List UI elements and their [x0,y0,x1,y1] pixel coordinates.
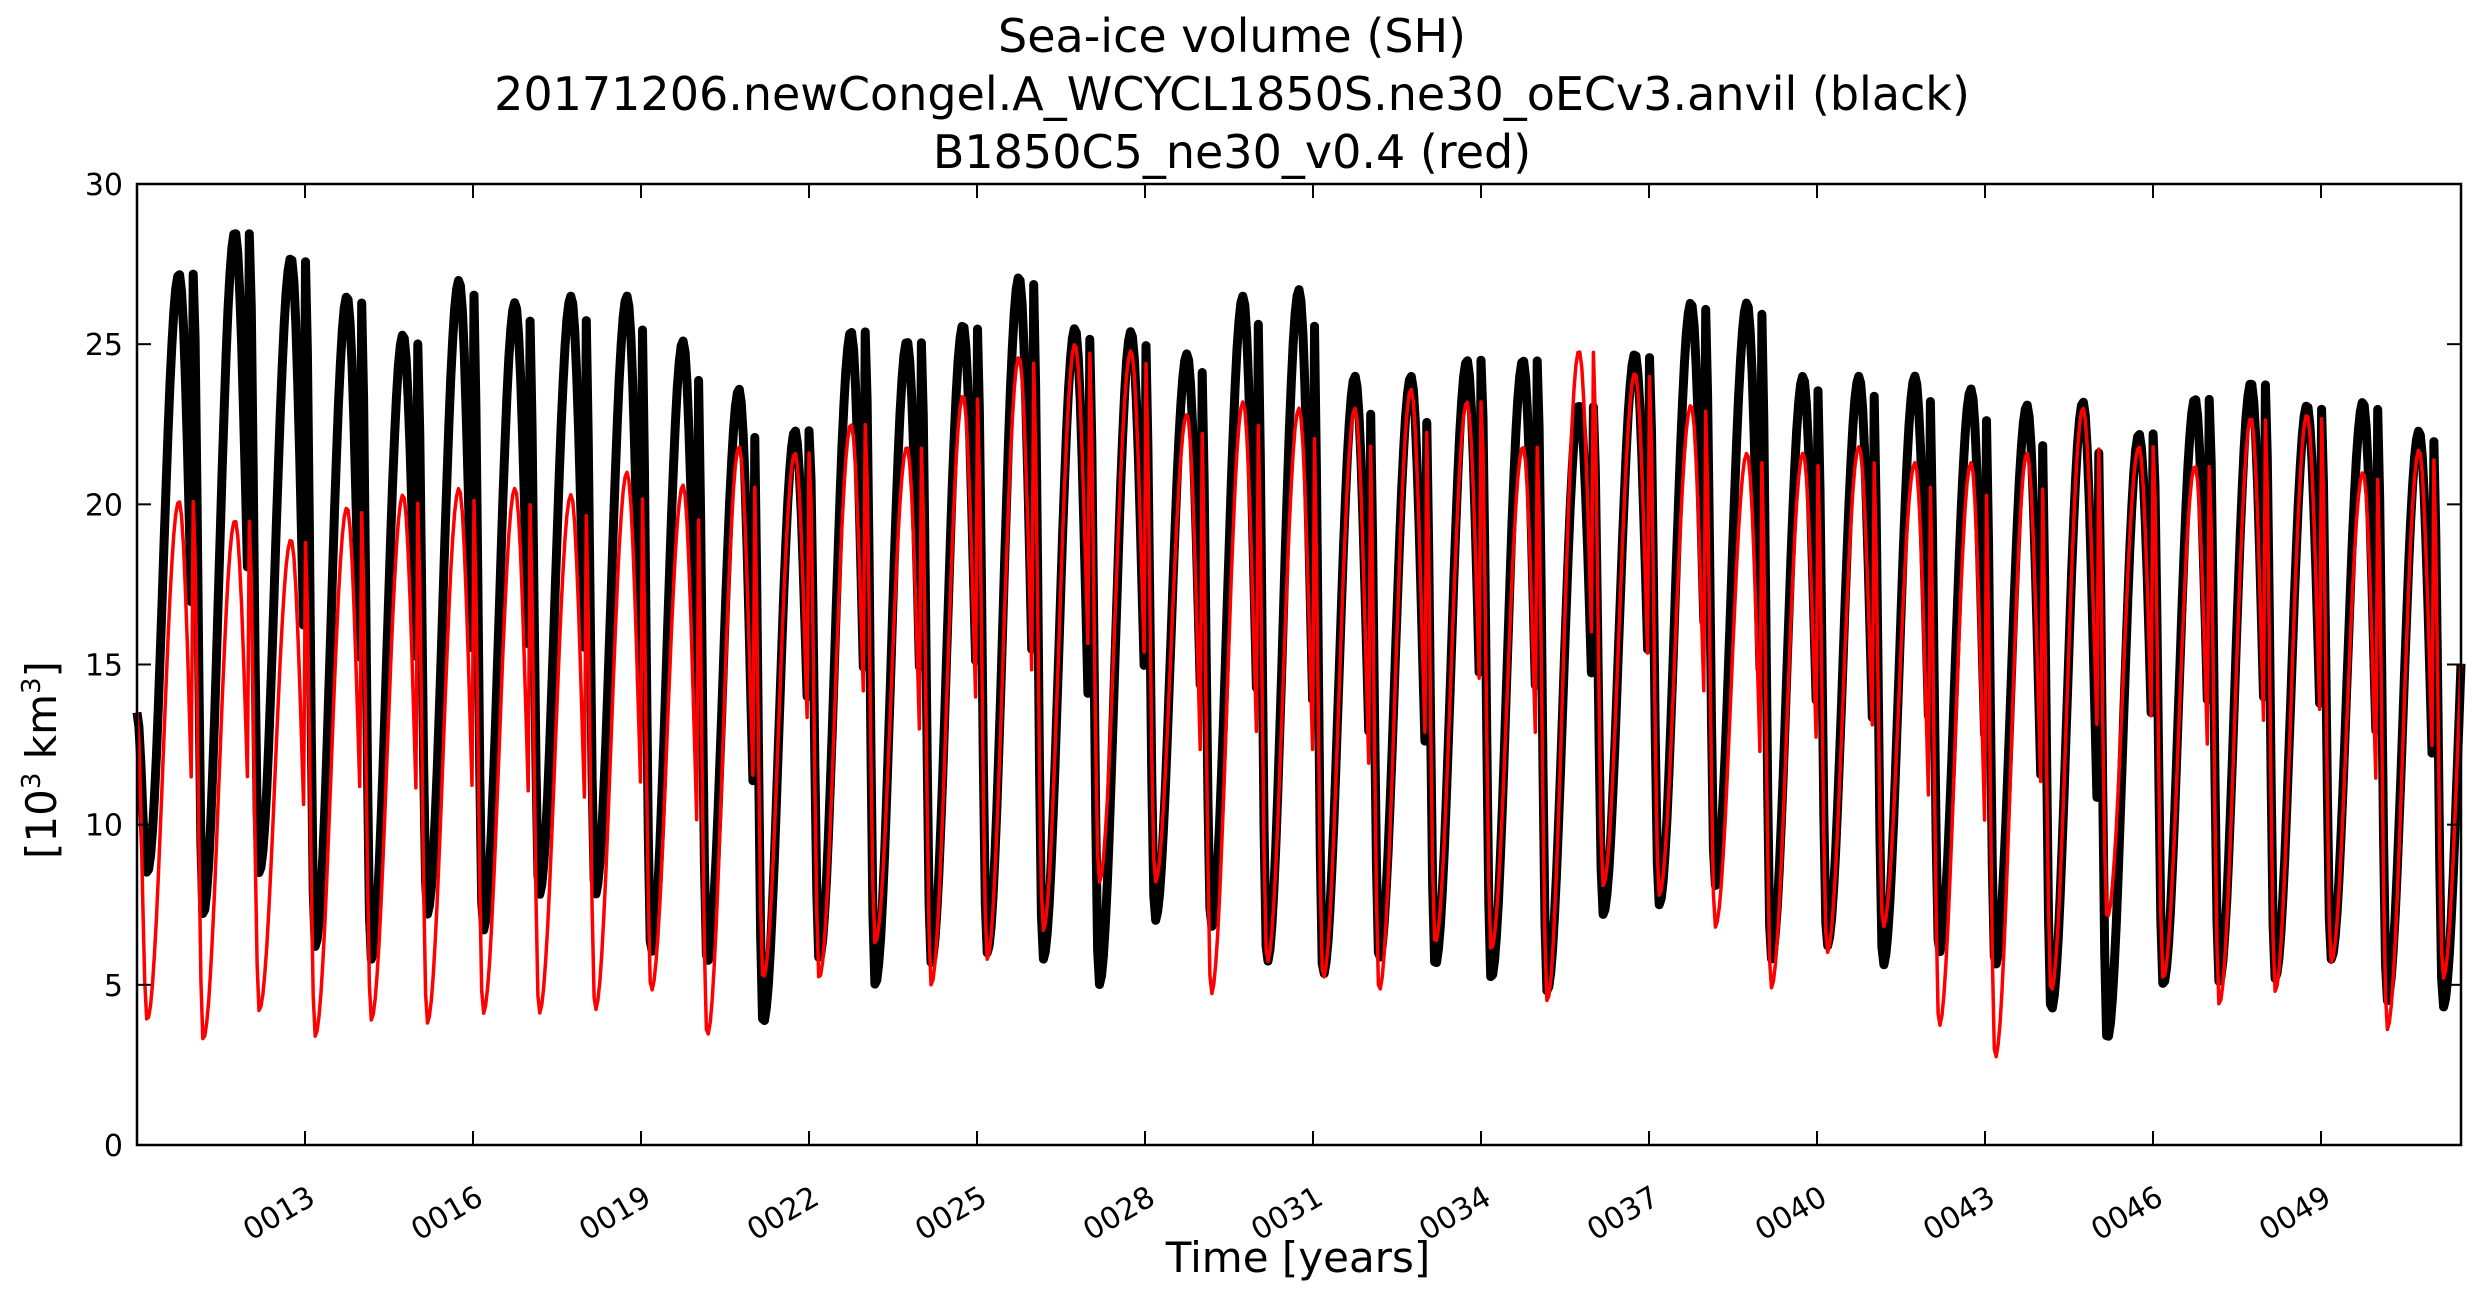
chart-title-line-2: 20171206.newCongel.A_WCYCL1850S.ne30_oEC… [494,67,1970,121]
y-axis-label: [103 km3] [17,661,66,859]
y-axis-label-sup2: 3 [17,677,47,694]
x-tick-label: 0028 [1077,1180,1161,1248]
x-tick-label: 0022 [741,1180,825,1248]
y-axis-label-mid: km [17,694,66,773]
y-tick-label: 0 [104,1129,123,1164]
x-tick-label: 0043 [1917,1180,2001,1248]
x-tick-label: 0025 [909,1180,993,1248]
chart-title-line-1: Sea-ice volume (SH) [998,9,1466,63]
series-layer [132,229,2466,1059]
y-axis-label-prefix: [10 [17,789,66,859]
x-tick-label: 0037 [1581,1180,1665,1248]
y-axis-label-sup1: 3 [17,773,47,790]
x-axis-label: Time [years] [1165,1233,1431,1282]
x-tick-label: 0040 [1749,1180,1833,1248]
chart-title-line-3: B1850C5_ne30_v0.4 (red) [933,125,1531,179]
x-tick-label: 0046 [2085,1180,2169,1248]
y-tick-label: 15 [85,649,123,684]
y-tick-label: 20 [85,488,123,523]
x-tick-label: 0016 [405,1180,489,1248]
x-tick-label: 0019 [573,1180,657,1248]
y-axis-label-suffix: ] [17,661,66,677]
x-tick-label: 0013 [237,1180,321,1248]
y-tick-label: 10 [85,809,123,844]
y-tick-label: 25 [85,328,123,363]
x-tick-label: 0049 [2253,1180,2337,1248]
y-tick-label: 5 [104,969,123,1004]
series-line-1 [135,343,2463,1059]
y-tick-label: 30 [85,168,123,203]
